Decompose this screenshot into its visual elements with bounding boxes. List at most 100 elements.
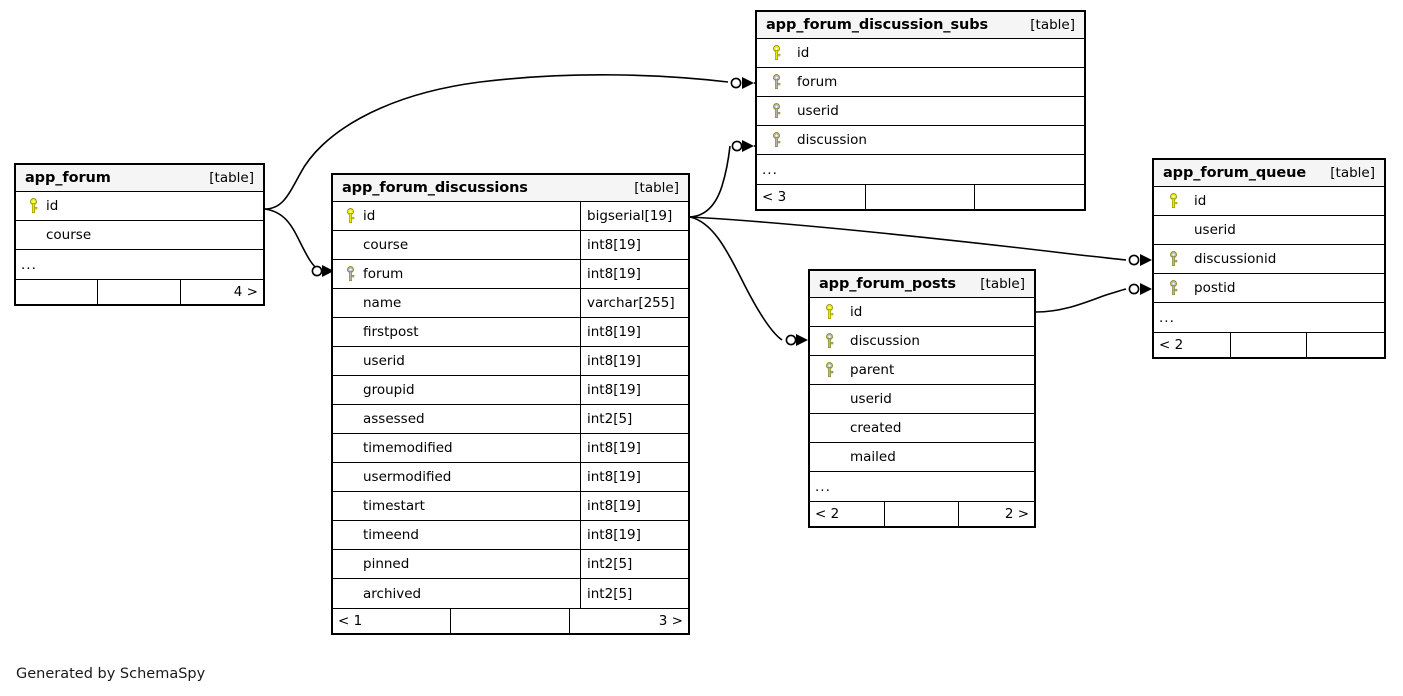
zero-marker — [785, 334, 797, 346]
column-name-label: assessed — [363, 411, 425, 427]
foreign-key-icon — [765, 103, 787, 119]
column-name-cell: userid — [1154, 216, 1384, 244]
no-key-spacer — [341, 556, 359, 572]
table-header[interactable]: app_forum [table] — [16, 165, 263, 192]
zero-marker — [311, 265, 323, 277]
parents-count — [16, 280, 99, 304]
table-footer: < 2 — [1154, 332, 1384, 357]
foreign-key-icon — [341, 266, 359, 282]
footer-spacer — [885, 502, 960, 526]
column-name-label: forum — [797, 74, 838, 90]
column-row[interactable]: name varchar[255] — [333, 289, 688, 318]
column-row[interactable]: firstpost int8[19] — [333, 318, 688, 347]
column-type-cell: int8[19] — [580, 463, 688, 491]
column-row[interactable]: groupid int8[19] — [333, 376, 688, 405]
column-row[interactable]: course int8[19] — [333, 231, 688, 260]
crowsfoot-marker — [742, 140, 754, 152]
column-row[interactable]: userid int8[19] — [333, 347, 688, 376]
edge-discussions-to-subs-discussion — [689, 145, 731, 218]
column-row[interactable]: id — [16, 192, 263, 221]
no-key-spacer — [341, 237, 359, 253]
table-header[interactable]: app_forum_posts [table] — [810, 271, 1034, 298]
foreign-key-icon — [765, 74, 787, 90]
crowsfoot-marker — [796, 334, 808, 346]
column-row[interactable]: id bigserial[19] — [333, 202, 688, 231]
column-name-cell: created — [810, 414, 1034, 442]
column-name-cell: timeend — [333, 521, 580, 549]
column-type-cell: int8[19] — [580, 521, 688, 549]
children-count — [975, 185, 1084, 209]
table-type-tag: [table] — [634, 180, 679, 196]
table-node-app_forum[interactable]: app_forum [table] id course... 4 > — [14, 163, 265, 306]
crowsfoot-marker — [1140, 283, 1152, 295]
table-node-app_forum_queue[interactable]: app_forum_queue [table] id userid discussion… — [1152, 158, 1386, 359]
table-name: app_forum_discussion_subs — [766, 17, 989, 33]
no-key-spacer — [341, 324, 359, 340]
table-header[interactable]: app_forum_discussions [table] — [333, 175, 688, 202]
column-row[interactable]: timestart int8[19] — [333, 492, 688, 521]
table-type-tag: [table] — [209, 170, 254, 186]
column-row[interactable]: mailed — [810, 443, 1034, 472]
table-header[interactable]: app_forum_queue [table] — [1154, 160, 1384, 187]
column-row[interactable]: id — [1154, 187, 1384, 216]
column-name-cell: parent — [810, 356, 1034, 384]
table-node-app_forum_posts[interactable]: app_forum_posts [table] id discussion parent… — [808, 269, 1036, 528]
column-name-label: id — [850, 304, 863, 320]
table-header[interactable]: app_forum_discussion_subs [table] — [757, 12, 1084, 39]
table-footer: 4 > — [16, 279, 263, 304]
column-name-label: userid — [797, 103, 839, 119]
children-count[interactable]: 2 > — [1004, 506, 1030, 522]
column-row[interactable]: usermodified int8[19] — [333, 463, 688, 492]
foreign-key-icon — [818, 333, 840, 349]
column-row[interactable]: assessed int2[5] — [333, 405, 688, 434]
column-name-label: userid — [363, 353, 405, 369]
table-footer: < 2 2 > — [810, 501, 1034, 526]
column-type-cell: int8[19] — [580, 260, 688, 288]
column-row[interactable]: parent — [810, 356, 1034, 385]
table-node-app_forum_discussion_subs[interactable]: app_forum_discussion_subs [table] id forum u… — [755, 10, 1086, 211]
column-name-cell: assessed — [333, 405, 580, 433]
column-name-label: discussion — [850, 333, 920, 349]
column-name-label: forum — [363, 266, 404, 282]
column-row[interactable]: course — [16, 221, 263, 250]
column-name-label: archived — [363, 585, 422, 602]
column-row[interactable]: timemodified int8[19] — [333, 434, 688, 463]
column-row[interactable]: id — [810, 298, 1034, 327]
column-row[interactable]: forum int8[19] — [333, 260, 688, 289]
column-row[interactable]: userid — [1154, 216, 1384, 245]
column-row[interactable]: timeend int8[19] — [333, 521, 688, 550]
column-name-cell: userid — [333, 347, 580, 375]
table-node-app_forum_discussions[interactable]: app_forum_discussions [table] id bigserial[… — [331, 173, 690, 635]
column-row[interactable]: discussionid — [1154, 245, 1384, 274]
parents-count[interactable]: < 3 — [757, 185, 866, 209]
column-row[interactable]: userid — [810, 385, 1034, 414]
column-row[interactable]: userid — [757, 97, 1084, 126]
column-name-label: discussion — [797, 132, 867, 148]
children-count[interactable]: 3 > — [658, 613, 683, 629]
no-key-spacer — [1162, 222, 1184, 238]
parents-count[interactable]: < 2 — [810, 502, 885, 526]
column-row[interactable]: postid — [1154, 274, 1384, 303]
children-count[interactable]: 4 > — [233, 284, 258, 300]
column-row[interactable]: id — [757, 39, 1084, 68]
parents-count[interactable]: < 1 — [333, 609, 452, 633]
column-name-cell: groupid — [333, 376, 580, 404]
no-key-spacer — [341, 498, 359, 514]
table-footer: < 3 — [757, 184, 1084, 209]
parents-count[interactable]: < 2 — [1154, 333, 1231, 357]
primary-key-icon — [1162, 193, 1184, 209]
column-row[interactable]: archived int2[5] — [333, 579, 688, 608]
footer-spacer — [98, 280, 181, 304]
column-row[interactable]: created — [810, 414, 1034, 443]
column-row[interactable]: forum — [757, 68, 1084, 97]
column-row[interactable]: discussion — [757, 126, 1084, 155]
column-name-cell: mailed — [810, 443, 1034, 471]
column-list: id bigserial[19] course int8[19] forum int8[1… — [333, 202, 688, 608]
column-name-label: timeend — [363, 527, 419, 543]
column-row[interactable]: discussion — [810, 327, 1034, 356]
column-type-cell: varchar[255] — [580, 289, 688, 317]
zero-marker — [1128, 283, 1140, 295]
column-row[interactable]: pinned int2[5] — [333, 550, 688, 579]
column-name-cell: forum — [757, 68, 1084, 96]
column-name-label: id — [797, 45, 810, 61]
